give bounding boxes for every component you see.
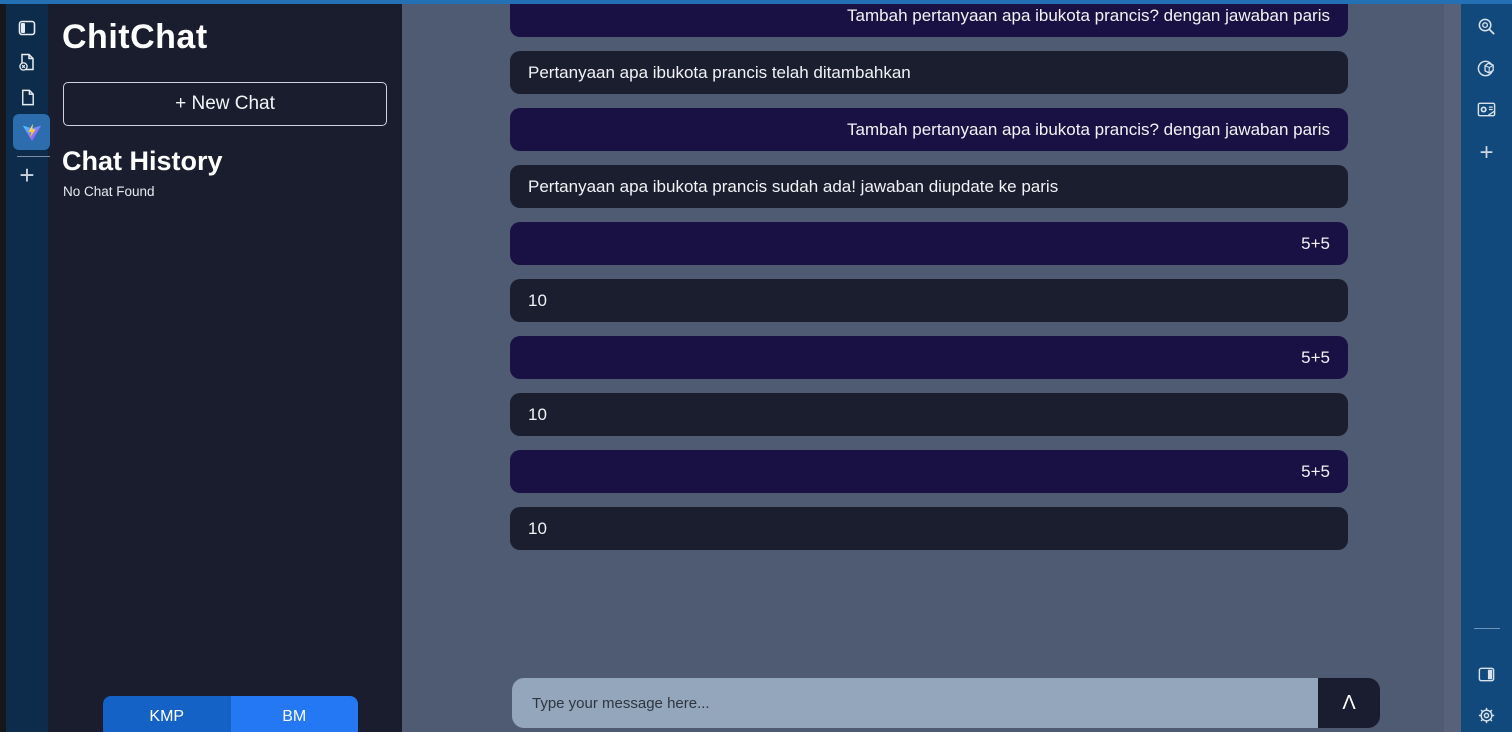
chat-message-user: 5+5 [510,222,1348,265]
chat-area: Tambah pertanyaan apa ibukota prancis? d… [402,0,1444,732]
message-input-bar: Λ [512,678,1380,728]
top-accent-line [0,0,1512,4]
chat-message-bot: Pertanyaan apa ibukota prancis sudah ada… [510,165,1348,208]
plus-icon[interactable]: + [19,159,35,190]
add-sidebar-icon[interactable]: + [1461,135,1512,171]
new-chat-button[interactable]: + New Chat [63,82,387,126]
chat-message-bot: 10 [510,507,1348,550]
hub-icon[interactable] [1461,50,1512,86]
sidebar-toggle-icon[interactable] [1461,656,1512,692]
document-icon[interactable] [6,80,48,114]
kmp-button[interactable]: KMP [103,696,231,732]
rail-divider [17,156,50,157]
outlook-icon[interactable] [1461,91,1512,127]
settings-icon[interactable] [1461,697,1512,732]
send-button[interactable]: Λ [1318,678,1380,728]
chat-message-bot: Pertanyaan apa ibukota prancis telah dit… [510,51,1348,94]
chat-message-user: Tambah pertanyaan apa ibukota prancis? d… [510,108,1348,151]
chat-message-user: 5+5 [510,336,1348,379]
mode-switcher: KMP BM [103,696,358,732]
vite-logo-icon[interactable] [13,114,50,150]
document-remove-icon[interactable] [6,45,48,79]
bm-button[interactable]: BM [230,696,358,732]
chat-history-title: Chat History [62,146,223,176]
right-rail-divider [1474,628,1500,629]
chat-message-user: Tambah pertanyaan apa ibukota prancis? d… [510,0,1348,37]
sidebar: ChitChat + New Chat Chat History No Chat… [48,0,402,732]
right-icon-rail: + [1461,0,1512,732]
window-icon[interactable] [6,11,48,45]
app-title: ChitChat [62,18,208,56]
chat-message-bot: 10 [510,279,1348,322]
scrollbar-track[interactable] [1444,0,1461,732]
chat-message-user: 5+5 [510,450,1348,493]
left-edge-strip [0,0,6,732]
message-list: Tambah pertanyaan apa ibukota prancis? d… [510,0,1348,550]
plus-icon: + [1479,139,1494,166]
chat-message-bot: 10 [510,393,1348,436]
message-input[interactable] [512,678,1318,728]
chat-history-empty: No Chat Found [63,184,155,199]
left-icon-rail: + [6,0,50,732]
search-icon[interactable] [1461,8,1512,44]
